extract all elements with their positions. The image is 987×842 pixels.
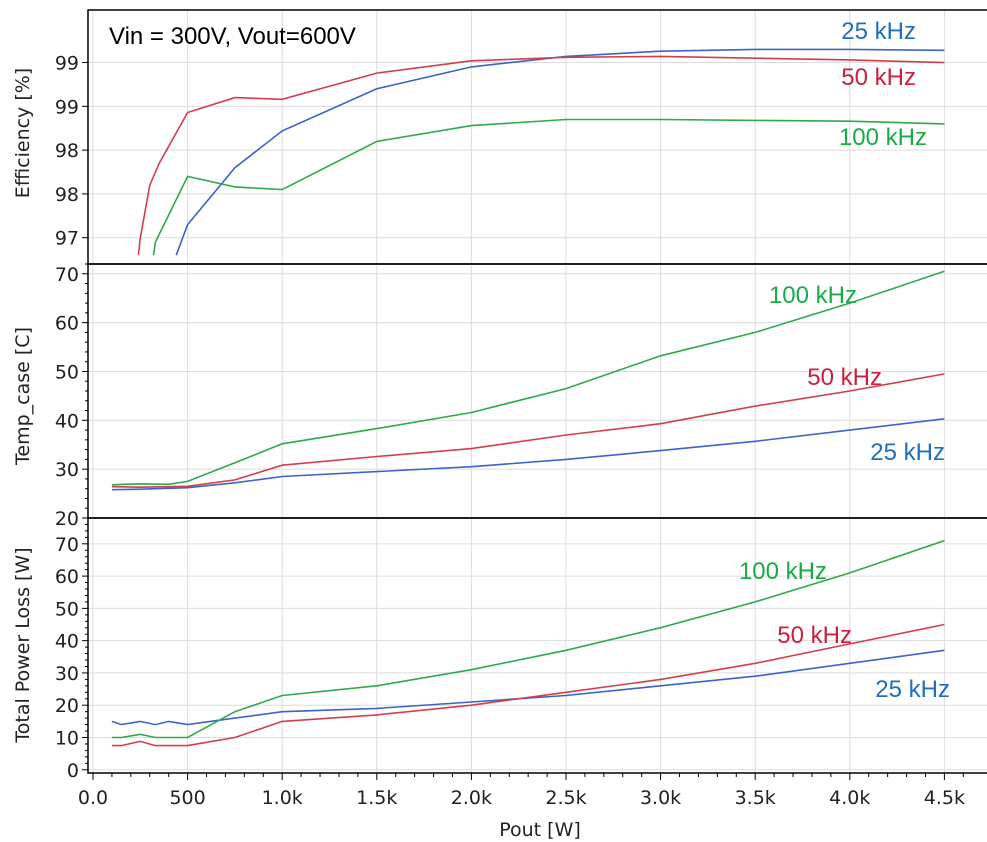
- x-tick-label: 2.0k: [451, 787, 492, 809]
- power-loss-ytick-label: 30: [55, 663, 79, 685]
- power-loss-ytick-label: 60: [55, 566, 79, 588]
- power-loss-ytick-label: 70: [55, 534, 79, 556]
- efficiency-annotation: Vin = 300V, Vout=600V: [109, 23, 356, 50]
- power-loss-label-50khz: 50 kHz: [777, 622, 852, 649]
- efficiency-ylabel: Efficiency [%]: [12, 68, 34, 198]
- power-loss-frame: [87, 517, 987, 774]
- power-loss-ytick-label: 40: [55, 631, 79, 653]
- efficiency-ytick-label: 99: [55, 53, 79, 75]
- x-tick-label: 4.5k: [924, 787, 965, 809]
- temperature-ytick-label: 70: [55, 264, 79, 286]
- efficiency-series-100khz: [152, 118, 945, 256]
- temperature-label-25khz: 25 kHz: [870, 439, 945, 466]
- temperature-ylabel: Temp_case [C]: [12, 327, 34, 466]
- temperature-label-100khz: 100 kHz: [769, 282, 857, 309]
- temperature-label-50khz: 50 kHz: [807, 364, 882, 391]
- power-loss-ytick-label: 0: [67, 760, 79, 782]
- efficiency-ytick-label: 97: [55, 228, 79, 250]
- efficiency-label-100khz: 100 kHz: [839, 124, 927, 151]
- temperature-ytick-label: 30: [55, 459, 79, 481]
- temperature-ytick-label: 60: [55, 313, 79, 335]
- efficiency-ytick-label: 98: [55, 184, 79, 206]
- temperature-series-50khz: [111, 373, 945, 489]
- efficiency-ytick-label: 98: [55, 140, 79, 162]
- power-loss-series-50khz: [111, 623, 945, 747]
- power-loss-ytick-label: 50: [55, 598, 79, 620]
- x-tick-label: 3.0k: [640, 787, 681, 809]
- efficiency-label-25khz: 25 kHz: [841, 18, 916, 45]
- power-loss-series-100khz: [111, 539, 945, 739]
- x-tick-label: 1.5k: [356, 787, 397, 809]
- x-tick-label: 4.0k: [829, 787, 870, 809]
- efficiency-ytick-label: 99: [55, 96, 79, 118]
- temperature-ytick-label: 20: [55, 508, 79, 530]
- x-tick-label: 3.5k: [735, 787, 776, 809]
- temperature-series-100khz: [111, 270, 945, 486]
- efficiency-series-50khz: [137, 55, 945, 256]
- efficiency-label-50khz: 50 kHz: [841, 64, 916, 91]
- power-loss-ylabel: Total Power Loss [W]: [12, 547, 34, 743]
- power-loss-ytick-label: 10: [55, 727, 79, 749]
- x-axis-label: Pout [W]: [499, 819, 581, 841]
- x-tick-label: 0.0: [78, 787, 108, 809]
- power-loss-ytick-label: 20: [55, 695, 79, 717]
- x-tick-label: 500: [169, 787, 205, 809]
- temperature-ytick-label: 50: [55, 361, 79, 383]
- temperature-series-25khz: [111, 418, 945, 491]
- temperature-ytick-label: 40: [55, 410, 79, 432]
- power-loss-label-100khz: 100 kHz: [739, 558, 827, 585]
- x-tick-label: 2.5k: [545, 787, 586, 809]
- power-loss-label-25khz: 25 kHz: [875, 676, 950, 703]
- power-loss-series-25khz: [111, 649, 945, 726]
- efficiency-series-25khz: [175, 48, 945, 256]
- x-tick-label: 1.0k: [262, 787, 303, 809]
